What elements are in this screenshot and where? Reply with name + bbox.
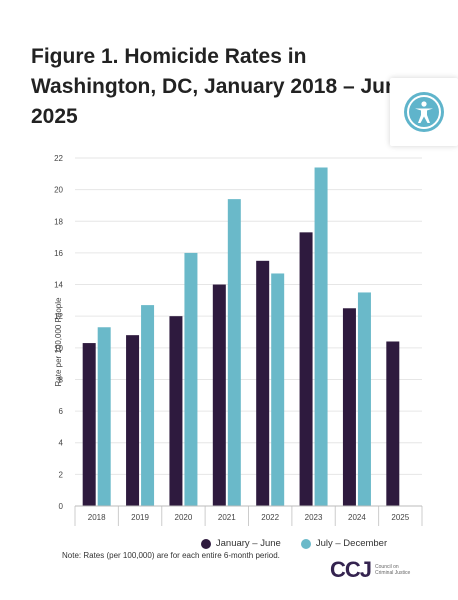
bar — [141, 305, 155, 506]
x-tick-label: 2024 — [348, 513, 366, 522]
y-tick-label: 18 — [54, 217, 63, 226]
y-tick-label: 14 — [54, 281, 63, 290]
bar — [227, 199, 241, 507]
bar — [126, 335, 140, 506]
bar — [299, 232, 313, 506]
bar — [386, 341, 400, 506]
chart-title: Figure 1. Homicide Rates in Washington, … — [31, 45, 410, 128]
x-tick-label: 2019 — [131, 513, 149, 522]
accessibility-button[interactable] — [390, 78, 458, 146]
y-tick-label: 12 — [54, 312, 63, 321]
legend-label-jan-jun: January – June — [215, 538, 281, 549]
legend-swatch-jul-dec — [300, 538, 311, 549]
x-tick-label: 2023 — [305, 513, 323, 522]
bar — [184, 252, 198, 506]
x-tick-label: 2022 — [261, 513, 279, 522]
logo-mark: CCJ — [330, 557, 372, 582]
y-tick-label: 20 — [54, 186, 63, 195]
x-tick-label: 2025 — [391, 513, 409, 522]
y-tick-label: 4 — [59, 439, 64, 448]
legend-label-jul-dec: July – December — [315, 538, 388, 549]
bar — [82, 343, 96, 506]
chart-note: Note: Rates (per 100,000) are for each e… — [62, 551, 280, 560]
bar — [212, 284, 226, 506]
legend-item-jul-dec: July – December — [300, 538, 388, 549]
accessibility-person-icon — [404, 92, 444, 132]
bar — [357, 292, 371, 506]
legend: January – June July – December — [0, 538, 458, 549]
bar — [314, 167, 328, 506]
logo-text: Council on Criminal Justice — [375, 564, 411, 576]
bar — [342, 308, 356, 506]
x-tick-label: 2020 — [175, 513, 193, 522]
legend-item-jan-jun: January – June — [71, 538, 281, 549]
y-tick-label: 8 — [59, 375, 64, 384]
legend-swatch-jan-jun — [200, 538, 211, 549]
x-tick-label: 2021 — [218, 513, 236, 522]
y-tick-label: 0 — [59, 502, 64, 511]
bar — [97, 327, 111, 506]
y-tick-label: 16 — [54, 249, 63, 258]
y-tick-label: 10 — [54, 344, 63, 353]
bar — [256, 260, 270, 506]
y-tick-label: 2 — [59, 470, 64, 479]
y-tick-label: 6 — [59, 407, 64, 416]
bar — [169, 316, 183, 506]
y-axis-label: Rate per 100,000 People — [54, 297, 63, 387]
y-tick-label: 22 — [54, 154, 63, 163]
bar — [271, 273, 285, 506]
x-tick-label: 2018 — [88, 513, 106, 522]
ccj-logo: CCJ Council on Criminal Justice — [330, 557, 415, 583]
